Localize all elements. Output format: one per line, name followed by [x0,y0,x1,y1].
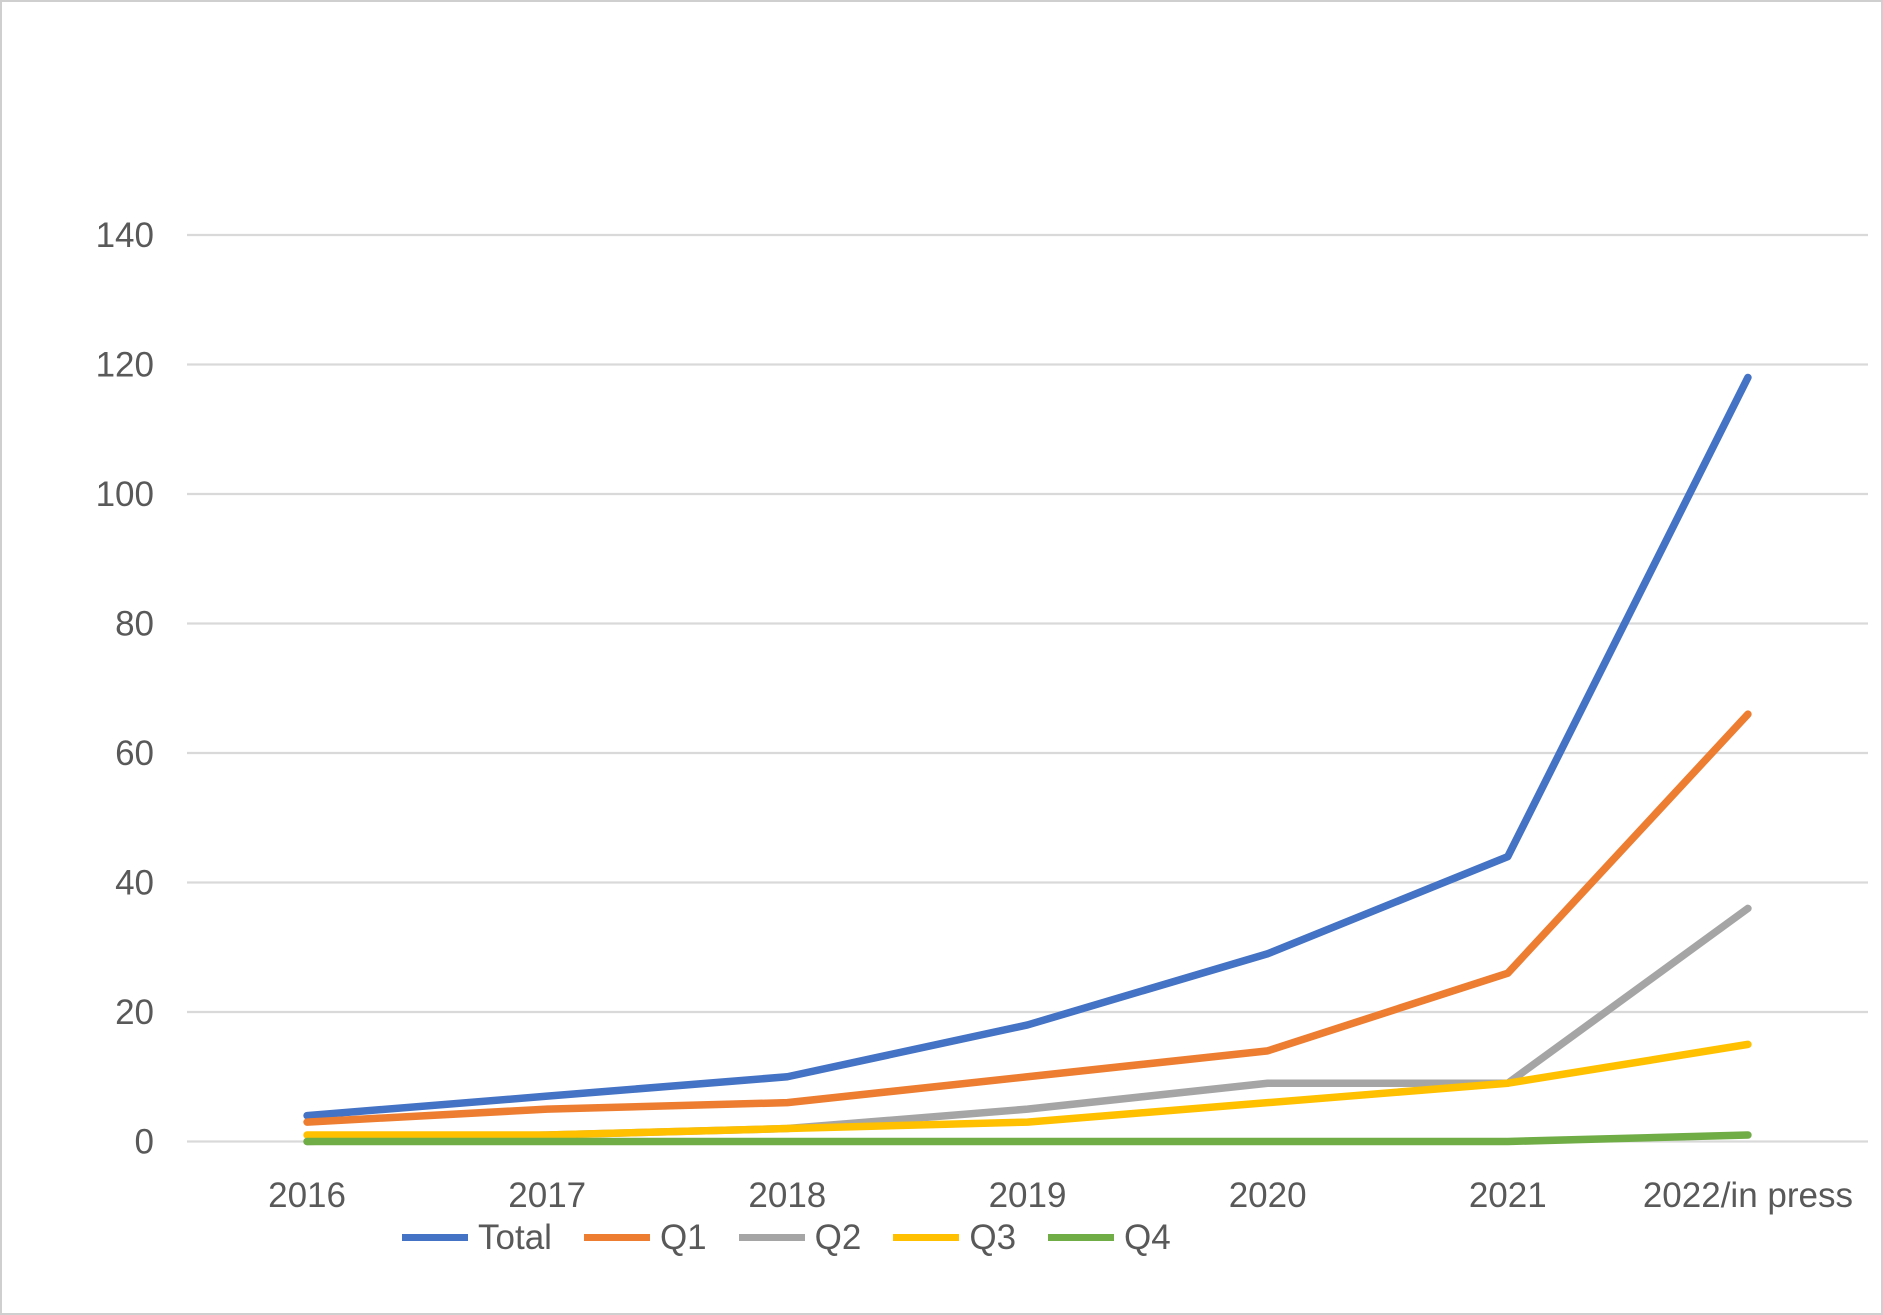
x-axis-label: 2021 [1469,1176,1547,1215]
q4-line-swatch [1048,1234,1115,1241]
y-axis-tick-labels: 0 20 40 60 80 100 120 140 [96,216,154,1162]
series-lines [303,373,1752,1146]
legend-label-total: Total [478,1218,552,1257]
y-axis-tick-label: 60 [115,734,154,773]
x-axis-label: 2020 [1229,1176,1307,1215]
y-axis-tick-label: 80 [115,605,154,644]
series-line-q1 [303,710,1752,1126]
x-axis-label: 2017 [508,1176,586,1215]
x-axis-label: 2018 [748,1176,826,1215]
x-axis-label: 2019 [989,1176,1067,1215]
x-axis-label: 2022/in press [1643,1176,1853,1215]
legend: Total Q1 Q2 Q3 Q4 [402,1220,1171,1255]
gridlines [187,233,1868,1143]
series-line-q4 [303,1131,1752,1146]
legend-item-q4: Q4 [1048,1220,1171,1255]
y-axis-tick-label: 40 [115,864,154,903]
legend-item-q2: Q2 [738,1218,862,1257]
legend-item-q3: Q3 [893,1220,1016,1255]
y-axis-tick-label: 100 [96,475,154,514]
x-axis-label: 2016 [268,1176,346,1215]
y-axis-tick-label: 140 [96,216,154,255]
total-line-swatch [402,1234,468,1241]
y-axis-tick-label: 0 [135,1123,154,1162]
y-axis-tick-label: 20 [115,993,154,1032]
legend-label-q2: Q2 [814,1218,862,1257]
legend-item-total: Total [402,1220,552,1255]
y-axis-tick-label: 120 [96,346,154,385]
q2-line-swatch [738,1234,805,1241]
legend-label-q1: Q1 [659,1218,707,1257]
x-axis-labels: 2016 2017 2018 2019 2020 2021 2022/in press [268,1176,1853,1215]
q1-line-swatch [583,1234,650,1241]
series-line-total [303,373,1752,1120]
legend-label-q4: Q4 [1124,1218,1171,1257]
legend-item-q1: Q1 [583,1218,707,1257]
series-line-q3 [303,1040,1752,1139]
legend-label-q3: Q3 [969,1218,1017,1257]
q3-line-swatch [893,1234,960,1241]
